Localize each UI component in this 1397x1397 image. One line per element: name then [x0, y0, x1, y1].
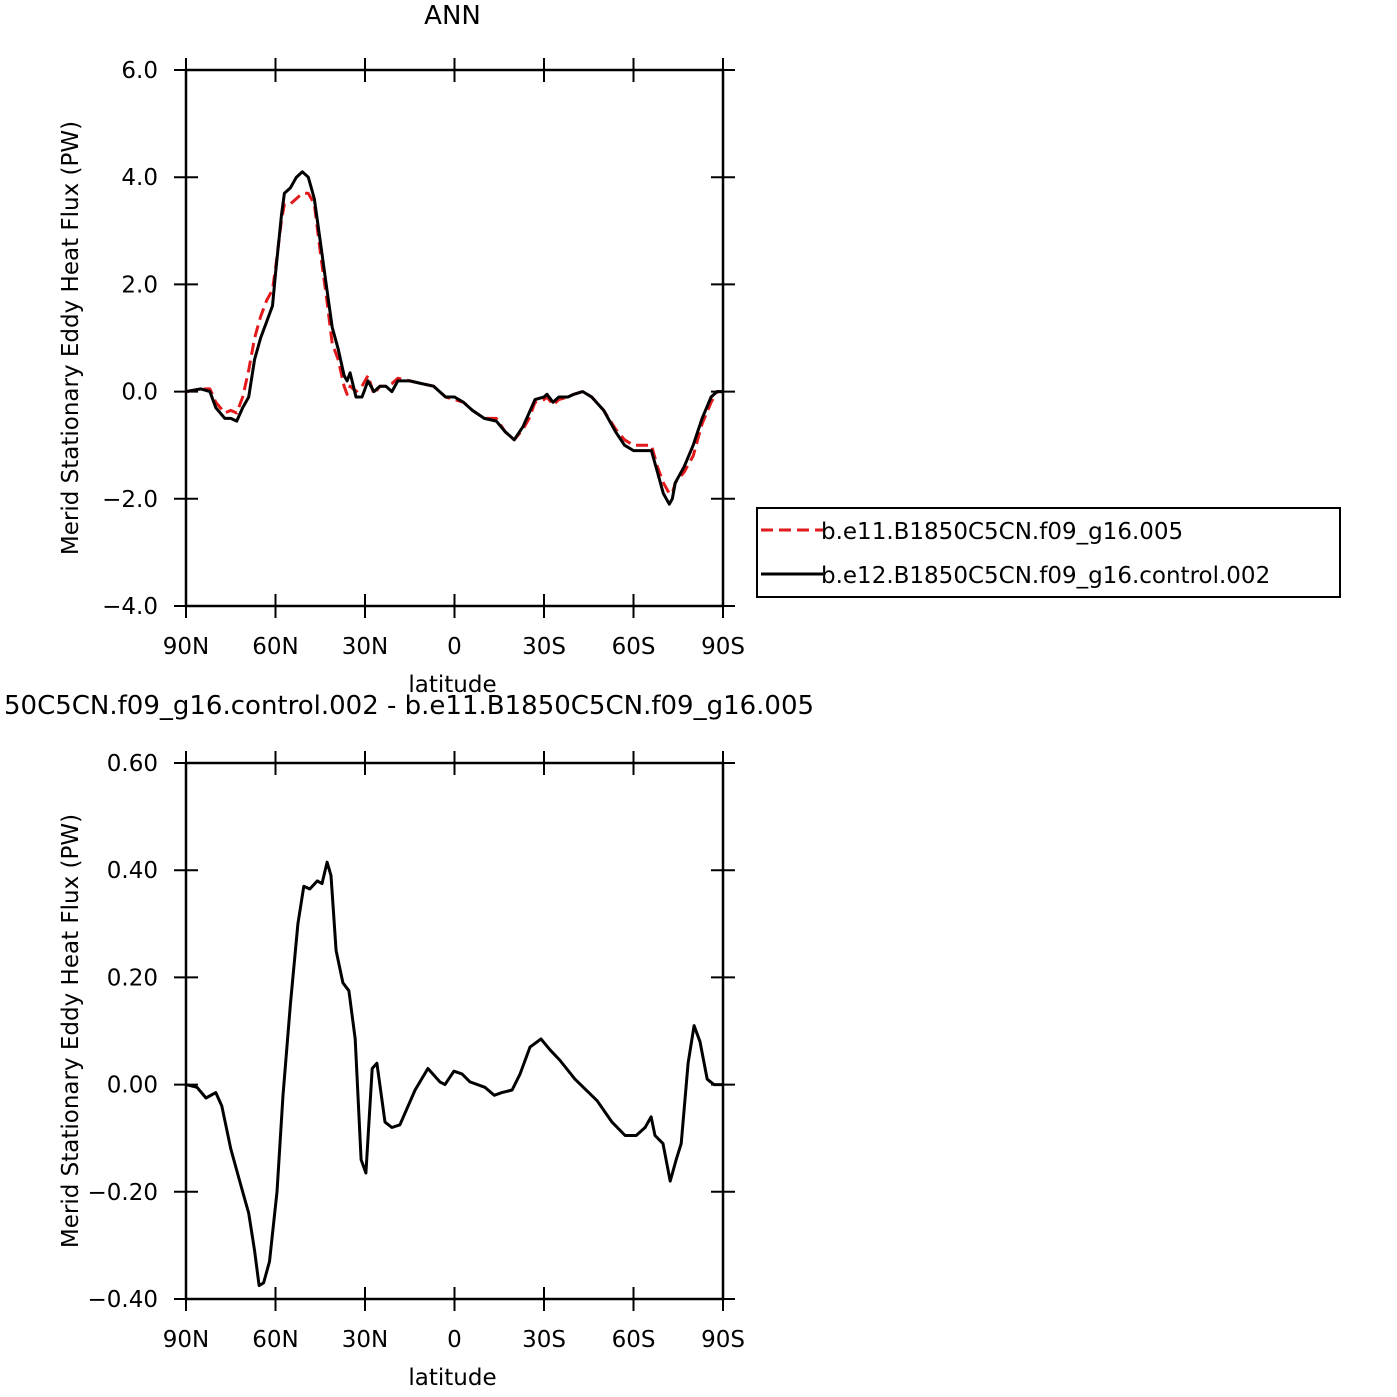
series-line [185, 860, 723, 1288]
y-tick-label: 6.0 [121, 58, 158, 84]
y-axis-label: Merid Stationary Eddy Heat Flux (PW) [58, 814, 84, 1248]
x-tick-label: 0 [447, 634, 462, 660]
y-axis-label: Merid Stationary Eddy Heat Flux (PW) [58, 121, 84, 555]
y-tick-label: −4.0 [102, 594, 158, 620]
chart-title: 50C5CN.f09_g16.control.002 - b.e11.B1850… [4, 691, 814, 721]
x-tick-label: 30S [522, 1327, 566, 1353]
legend-label: b.e11.B1850C5CN.f09_g16.005 [821, 519, 1183, 545]
x-tick-label: 60N [252, 1327, 298, 1353]
y-tick-label: 0.00 [107, 1073, 158, 1099]
series-line [185, 191, 723, 495]
x-tick-label: 30S [522, 634, 566, 660]
y-tick-label: 0.20 [107, 965, 158, 991]
x-tick-label: 60S [612, 1327, 656, 1353]
y-tick-label: 0.40 [107, 858, 158, 884]
y-tick-label: −0.40 [88, 1287, 158, 1313]
plot-frame [184, 761, 725, 1301]
x-tick-label: 30N [342, 1327, 388, 1353]
x-tick-label: 30N [342, 634, 388, 660]
series-line [185, 170, 723, 506]
chart-title: ANN [424, 1, 481, 31]
legend-label: b.e12.B1850C5CN.f09_g16.control.002 [821, 563, 1270, 589]
x-tick-label: 90N [163, 634, 209, 660]
x-tick-label: 90N [163, 1327, 209, 1353]
plot-frame [184, 68, 725, 608]
x-tick-label: 90S [701, 1327, 745, 1353]
y-tick-label: −2.0 [102, 487, 158, 513]
legend-box [756, 507, 1341, 598]
y-tick-label: 0.60 [107, 751, 158, 777]
y-tick-label: 4.0 [121, 165, 158, 191]
y-tick-label: −0.20 [88, 1180, 158, 1206]
x-axis-label: latitude [408, 672, 496, 698]
x-tick-label: 60N [252, 634, 298, 660]
x-tick-label: 60S [612, 634, 656, 660]
y-tick-label: 2.0 [121, 272, 158, 298]
x-tick-label: 90S [701, 634, 745, 660]
x-tick-label: 0 [447, 1327, 462, 1353]
y-tick-label: 0.0 [121, 380, 158, 406]
x-axis-label: latitude [408, 1365, 496, 1391]
